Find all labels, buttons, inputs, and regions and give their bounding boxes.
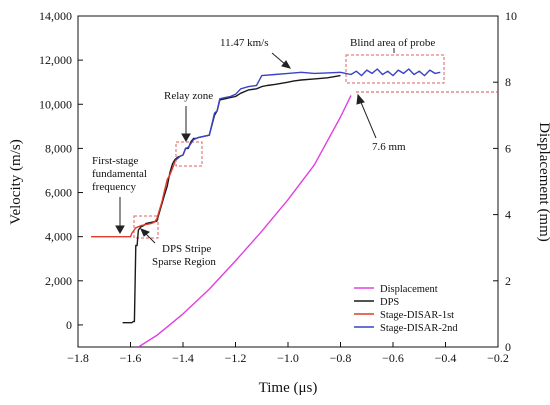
series-line-displacement — [138, 95, 352, 347]
blind-area-label: Blind area of probe — [350, 37, 435, 49]
y2-tick-label: 8 — [505, 75, 511, 89]
dps-stripe-box — [133, 215, 159, 239]
y-axis-left: 0 2,000 4,000 6,000 8,000 10,000 12,000 14,000 — [39, 9, 83, 332]
relay-zone-arrowhead — [181, 133, 191, 143]
y-tick-label: 12,000 — [39, 53, 72, 67]
dps-stripe-arrowhead — [140, 228, 150, 237]
y-tick-label: 6,000 — [45, 186, 72, 200]
y-axis-right: 0 2 4 6 8 10 — [493, 9, 517, 354]
legend-label: Stage-DISAR-1st — [380, 310, 454, 321]
series-line-stage-disar-2nd — [174, 68, 441, 162]
y-axis-label: Velocity (m/s) — [8, 139, 24, 224]
x-tick-label: −1.0 — [277, 351, 299, 365]
y-tick-label: 0 — [66, 318, 72, 332]
legend: Displacement DPS Stage-DISAR-1st Stage-DISA… — [354, 284, 458, 334]
dps-stripe-label: DPS Stripe — [162, 243, 211, 255]
final-displacement-label: 7.6 mm — [372, 141, 406, 153]
peak-velocity-arrowhead — [281, 60, 292, 69]
y-tick-label: 8,000 — [45, 141, 72, 155]
first-stage-arrowhead — [115, 225, 125, 235]
peak-velocity-arrow — [271, 52, 287, 66]
y2-tick-label: 0 — [505, 340, 511, 354]
x-tick-label: −0.4 — [435, 351, 457, 365]
x-tick-label: −1.6 — [120, 351, 142, 365]
first-stage-label: First-stage — [92, 155, 139, 167]
x-tick-label: −1.4 — [172, 351, 194, 365]
legend-label: Stage-DISAR-2nd — [380, 323, 458, 334]
series-line-dps — [122, 74, 341, 324]
y2-axis-label: Displacement (mm) — [536, 122, 550, 242]
first-stage-label-2: fundamental — [92, 168, 147, 180]
legend-label: DPS — [380, 297, 399, 308]
y-tick-label: 10,000 — [39, 97, 72, 111]
annotation-labels: First-stage fundamental frequency DPS St… — [92, 37, 435, 268]
x-axis-label: Time (μs) — [259, 380, 318, 396]
legend-label: Displacement — [380, 284, 438, 295]
x-tick-label: −0.8 — [330, 351, 352, 365]
y-tick-label: 4,000 — [45, 230, 72, 244]
displacement-end-arrowhead — [356, 93, 365, 105]
y2-tick-label: 6 — [505, 141, 511, 155]
x-tick-label: −1.8 — [67, 351, 89, 365]
y-tick-label: 14,000 — [39, 9, 72, 23]
series-line-stage-disar-1st — [91, 161, 176, 238]
peak-velocity-label: 11.47 km/s — [220, 37, 269, 49]
y2-tick-label: 4 — [505, 208, 511, 222]
relay-zone-box — [175, 141, 203, 167]
relay-zone-label: Relay zone — [164, 90, 213, 102]
series-layer — [91, 68, 441, 347]
y2-tick-label: 2 — [505, 274, 511, 288]
x-tick-label: −0.6 — [382, 351, 404, 365]
x-tick-label: −1.2 — [225, 351, 247, 365]
annotation-overlays — [133, 54, 498, 239]
displacement-end-arrow — [359, 99, 377, 139]
first-stage-label-3: frequency — [92, 181, 136, 193]
x-axis: −1.8 −1.6 −1.4 −1.2 −1.0 −0.8 −0.6 −0.4 −0.2 — [67, 342, 509, 365]
y-tick-label: 2,000 — [45, 274, 72, 288]
blind-area-box — [345, 54, 445, 84]
dps-stripe-label-2: Sparse Region — [152, 256, 216, 268]
y2-tick-label: 10 — [505, 9, 517, 23]
annotation-arrows — [115, 48, 395, 244]
x-tick-label: −0.2 — [487, 351, 509, 365]
